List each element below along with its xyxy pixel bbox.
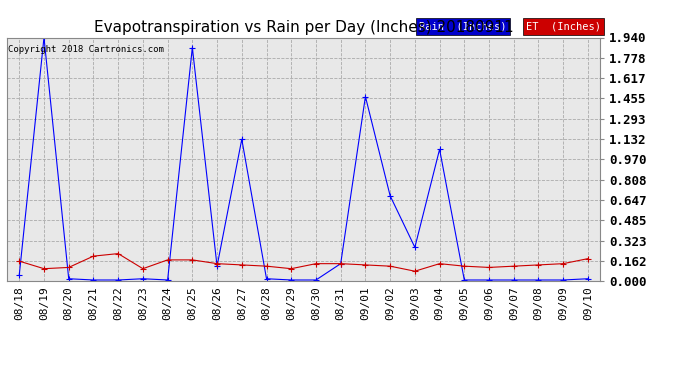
Title: Evapotranspiration vs Rain per Day (Inches) 20180911: Evapotranspiration vs Rain per Day (Inch…	[94, 20, 513, 35]
Text: ET  (Inches): ET (Inches)	[526, 21, 601, 32]
Text: Copyright 2018 Cartronics.com: Copyright 2018 Cartronics.com	[8, 45, 164, 54]
Text: Rain  (Inches): Rain (Inches)	[420, 21, 507, 32]
